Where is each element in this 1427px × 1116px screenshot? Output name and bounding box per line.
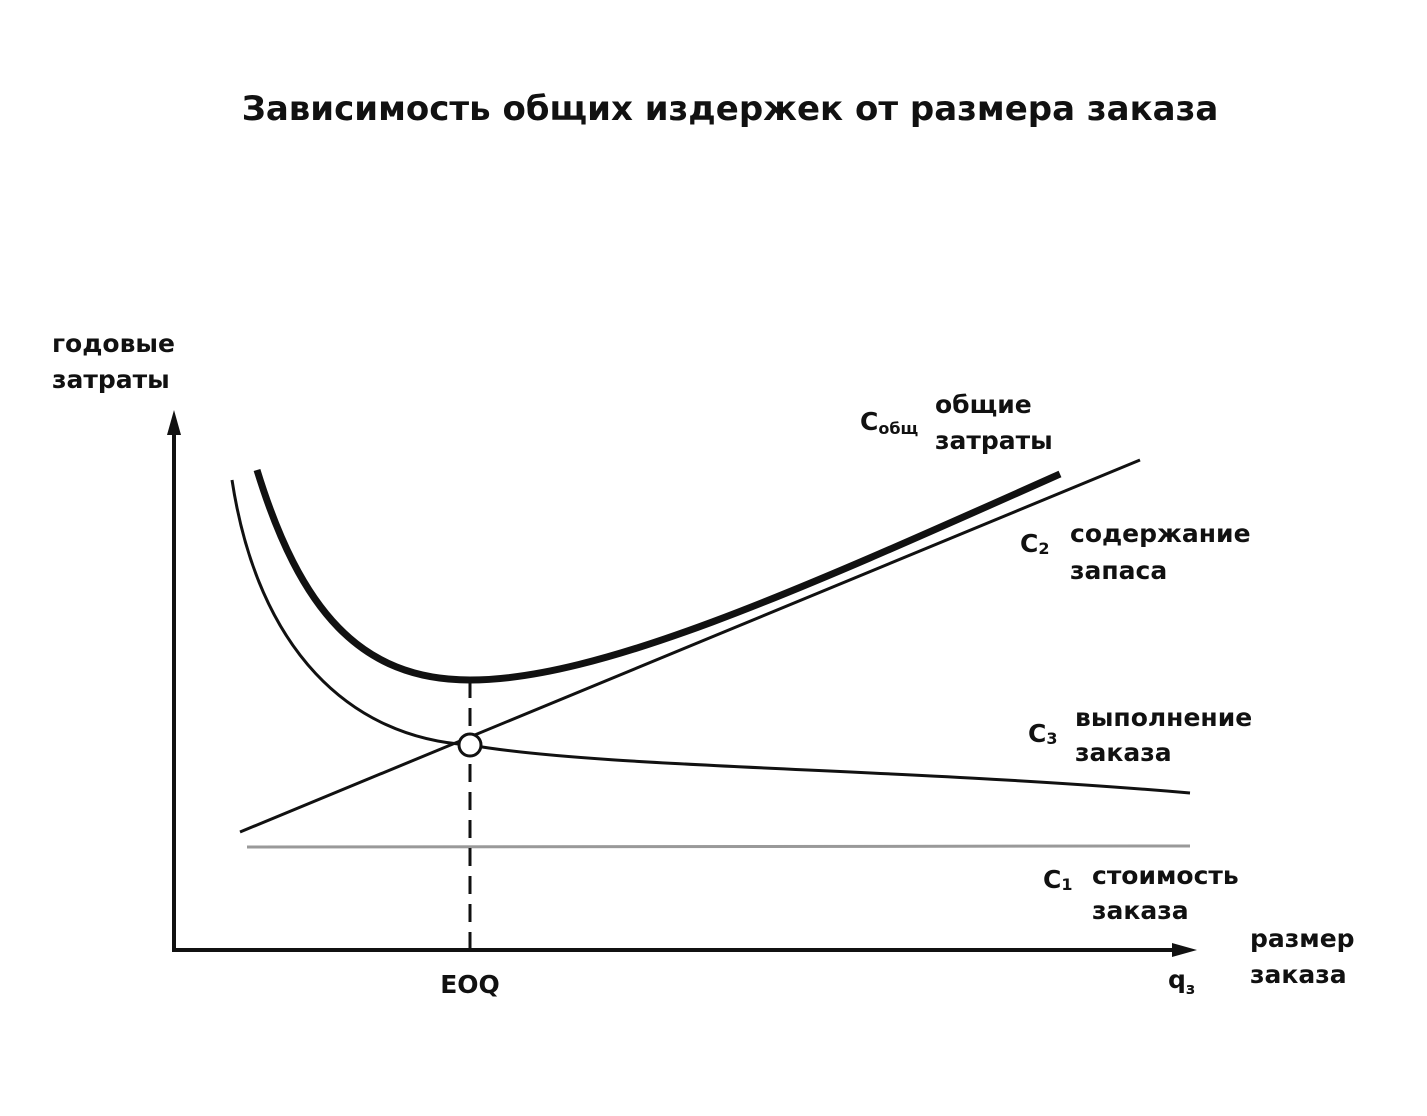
curve-label: заказа [1075,738,1172,767]
subscript: 1 [1061,875,1072,894]
x-axis-label: размер [1250,924,1355,953]
curve-symbol: C2 [1020,529,1050,558]
curve-label: затраты [935,426,1053,455]
curve-label: заказа [1092,896,1189,925]
eoq-label: EOQ [440,970,500,999]
curve-symbol: C1 [1043,865,1073,894]
x-axis-arrow [1172,943,1197,957]
subscript: 2 [1038,539,1049,558]
x-axis-end-label: qз [1168,965,1195,998]
curve-symbol: Cобщ [860,407,918,438]
subscript: з [1186,979,1195,998]
curve-label: содержание [1070,519,1251,548]
subscript: общ [878,419,918,438]
intersection-point [457,732,483,758]
y-axis-label: годовые [52,329,175,358]
symbol: C [860,407,878,436]
subscript: 3 [1046,729,1057,748]
curve-label: запаса [1070,556,1167,585]
curve-label: стоимость [1092,861,1239,890]
symbol: C [1020,529,1038,558]
y-axis-label: затраты [52,365,170,394]
curve-symbol: C3 [1028,719,1058,748]
c1-line [246,844,1191,849]
symbol: C [1028,719,1046,748]
title: Зависимость общих издержек от размера за… [242,89,1219,129]
c2-line [239,458,1141,834]
curve-label: общие [935,390,1032,419]
x-axis-label: заказа [1250,960,1347,989]
curve-label: выполнение [1075,703,1252,732]
c3-curve [230,479,1191,795]
symbol: C [1043,865,1061,894]
symbol: q [1168,965,1186,994]
total-curve [253,468,1062,684]
y-axis-arrow [167,410,181,435]
